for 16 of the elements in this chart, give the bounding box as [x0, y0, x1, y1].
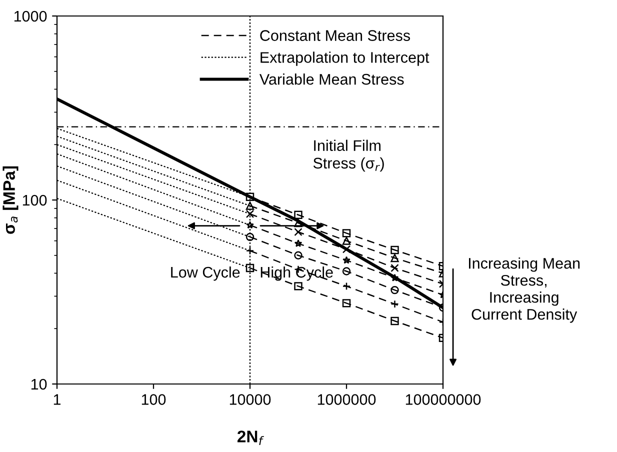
x-tick-label: 1000000	[318, 394, 376, 405]
x-tick-label: 100	[142, 394, 166, 405]
legend-label: Constant Mean Stress	[260, 30, 410, 41]
x-tick-label: 1	[54, 394, 61, 405]
ref-line-label: Initial Film Stress (σ$_{r}$)	[313, 140, 384, 172]
legend-label: Variable Mean Stress	[259, 74, 404, 85]
y-axis-title: σ$_{a}$ [MPa]	[2, 166, 18, 234]
text: Increasing Mean Stress, Increasing Current Density	[469, 258, 580, 323]
y-tick-label: 1000	[14, 10, 47, 22]
y-tick-label: 100	[22, 194, 47, 206]
y-tick-label: 10	[31, 378, 47, 390]
legend-label: Extrapolation to Intercept	[260, 52, 430, 66]
x-tick-label: 10000	[230, 394, 271, 405]
x-tick-label: 100000000	[406, 394, 481, 405]
x-axis-title: 2N$_{f}$	[237, 430, 264, 445]
annotation: Low Cycle	[171, 266, 240, 281]
